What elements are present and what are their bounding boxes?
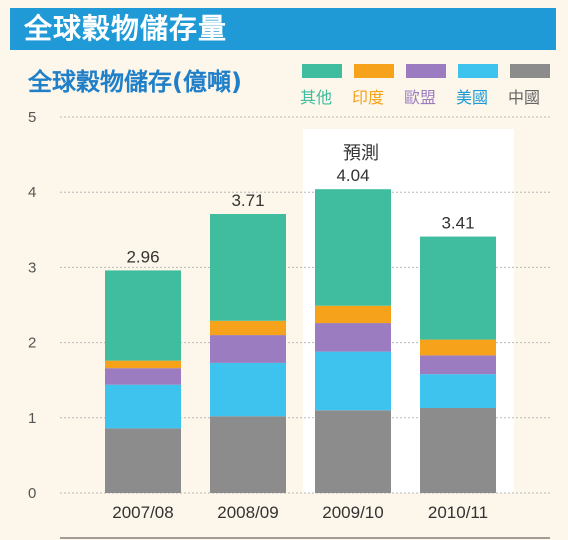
- total-label: 2.96: [126, 247, 159, 266]
- total-label: 3.71: [231, 191, 264, 210]
- x-tick-label: 2010/11: [428, 503, 488, 522]
- y-tick-label: 4: [28, 184, 36, 201]
- bar-segment: [315, 305, 391, 324]
- bar-segment: [420, 236, 496, 340]
- bar-segment: [420, 355, 496, 375]
- forecast-label: 預測: [343, 143, 379, 164]
- legend-label-eu: 歐盟: [404, 88, 437, 107]
- legend-swatch-china: [510, 64, 550, 78]
- legend-swatch-usa: [458, 64, 498, 78]
- bar-segment: [105, 384, 181, 429]
- banner-title: 全球穀物儲存量: [10, 8, 556, 50]
- legend-label-china: 中國: [508, 88, 541, 107]
- legend-item-other: 其他: [300, 62, 350, 110]
- total-label: 3.41: [441, 214, 474, 233]
- bar-segment: [210, 362, 286, 417]
- legend-label-usa: 美國: [456, 88, 489, 107]
- bar-segment: [210, 320, 286, 336]
- x-tick-label: 2008/09: [217, 503, 278, 522]
- y-tick-label: 2: [28, 335, 36, 352]
- x-tick-label: 2007/08: [112, 503, 173, 522]
- bar-segment: [315, 323, 391, 352]
- legend-swatch-eu: [406, 64, 446, 78]
- y-tick-label: 5: [28, 109, 36, 126]
- bar-segment: [210, 214, 286, 321]
- legend-label-india: 印度: [352, 88, 385, 107]
- y-tick-label: 1: [28, 410, 36, 427]
- legend-swatch-india: [354, 64, 394, 78]
- y-tick-label: 3: [28, 259, 36, 276]
- bar-segment: [105, 368, 181, 385]
- chart-legend: 其他 印度 歐盟 美國 中國: [300, 62, 560, 110]
- bar-segment: [420, 374, 496, 409]
- legend-label-other: 其他: [300, 88, 333, 107]
- legend-item-eu: 歐盟: [404, 62, 454, 110]
- chart-title: 全球穀物儲存(億噸): [28, 68, 242, 96]
- y-tick-label: 0: [28, 485, 36, 502]
- bar-segment: [210, 416, 286, 493]
- legend-item-india: 印度: [352, 62, 402, 110]
- x-tick-label: 2009/10: [322, 503, 383, 522]
- legend-item-usa: 美國: [456, 62, 506, 110]
- bar-segment: [105, 270, 181, 361]
- bar-segment: [105, 428, 181, 493]
- bar-segment: [105, 360, 181, 369]
- legend-item-china: 中國: [508, 62, 558, 110]
- bar-segment: [315, 189, 391, 306]
- bar-segment: [210, 335, 286, 363]
- bar-segment: [315, 351, 391, 411]
- total-label: 4.04: [336, 166, 369, 185]
- bar-segment: [420, 339, 496, 356]
- bar-segment: [315, 410, 391, 493]
- bar-segment: [420, 408, 496, 493]
- legend-swatch-other: [302, 64, 342, 78]
